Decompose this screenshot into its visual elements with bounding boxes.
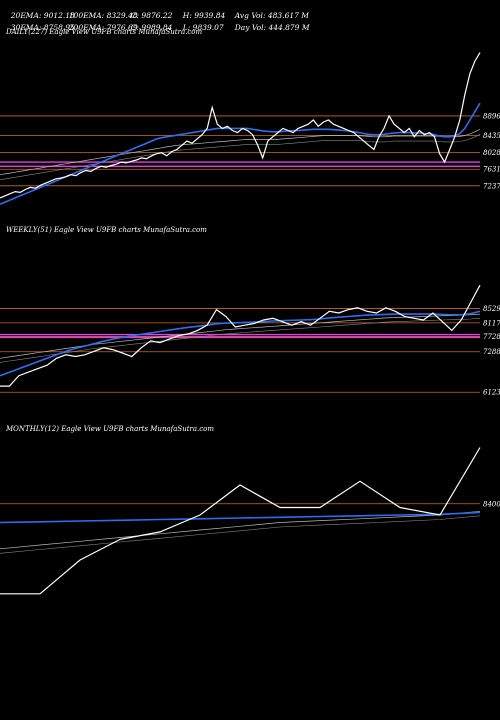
daily-tick-label: 8435 xyxy=(483,132,500,140)
weekly-panel-title: WEEKLY(51) Eagle View U9FB charts Munafa… xyxy=(6,226,207,234)
day-vol-value: Day Vol: 444.879 M xyxy=(234,23,310,32)
avg-vol-value: Avg Vol: 483.617 M xyxy=(234,11,309,20)
daily-ema-slow-line xyxy=(0,128,481,176)
monthly-ema-slow-line xyxy=(0,510,481,550)
ema30-value: 30EMA: 8758.95 xyxy=(10,23,75,32)
close-value: C: 9876.22 xyxy=(130,11,173,20)
daily-tick-label: 7631 xyxy=(483,166,500,174)
ema100-value: 100EMA: 8329.48 xyxy=(68,11,138,20)
weekly-tick-label: 6123 xyxy=(483,389,500,397)
daily-panel-title: DAILY(227) Eagle View U9FB charts Munafa… xyxy=(6,28,203,36)
daily-tick-label: 8896 xyxy=(483,112,500,120)
weekly-tick-label: 8117 xyxy=(483,319,500,327)
weekly-tick-label: 7288 xyxy=(483,348,500,356)
weekly-tick-label: 7728 xyxy=(483,333,500,341)
monthly-tick-label: 8400 xyxy=(483,500,500,508)
monthly-panel-title: MONTHLY(12) Eagle View U9FB charts Munaf… xyxy=(6,425,215,433)
daily-ema-slow-line-2 xyxy=(0,134,481,181)
weekly-tick-label: 8529 xyxy=(483,305,500,313)
daily-price-line xyxy=(0,52,481,199)
ema200-value: 200EMA: 7976.69 xyxy=(68,23,138,32)
daily-ema-fast-line xyxy=(0,102,481,205)
weekly-ema-slow-line xyxy=(0,313,481,359)
monthly-ema-fast-line xyxy=(0,511,481,524)
monthly-price-line xyxy=(0,447,481,595)
high-value: H: 9939.84 xyxy=(182,11,226,20)
weekly-price-line xyxy=(0,284,481,387)
low-value: L: 9839.07 xyxy=(182,23,224,32)
weekly-ema-slow-line-2 xyxy=(0,318,481,363)
daily-tick-label: 8028 xyxy=(483,149,500,157)
header-row-1: 20EMA: 9012.18100EMA: 8329.48C: 9876.22 H… xyxy=(6,2,309,20)
daily-tick-label: 7237 xyxy=(483,182,500,190)
monthly-ema-slow-line-2 xyxy=(0,515,481,554)
ema20-value: 20EMA: 9012.18 xyxy=(10,11,75,20)
header-row-2: 30EMA: 8758.95200EMA: 7976.69C: 9989.84 L… xyxy=(6,14,310,32)
close-value-2: C: 9989.84 xyxy=(130,23,173,32)
